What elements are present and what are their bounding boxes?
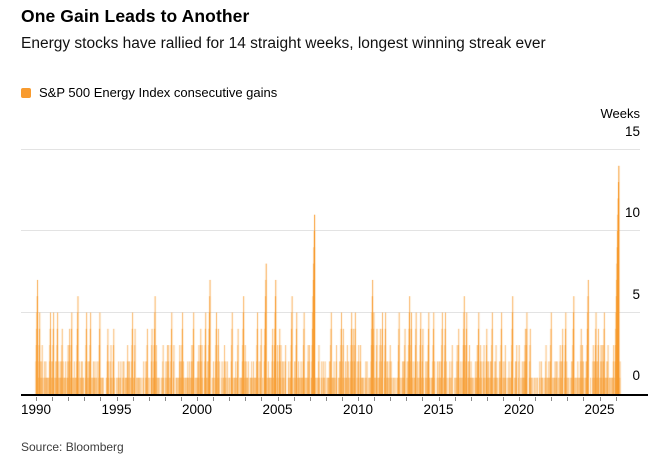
x-axis-tick [277, 397, 279, 401]
x-axis-tick [164, 397, 166, 401]
x-tick-label: 2005 [262, 402, 293, 417]
legend-label: S&P 500 Energy Index consecutive gains [39, 85, 278, 100]
x-axis-tick [535, 397, 537, 401]
x-axis-tick [261, 397, 263, 401]
x-axis-tick [148, 397, 150, 401]
x-axis-tick [197, 397, 198, 401]
x-axis-tick [358, 397, 359, 401]
x-tick-label: 2025 [584, 402, 615, 417]
chart-subtitle: Energy stocks have rallied for 14 straig… [21, 35, 546, 52]
x-tick-label: 2000 [181, 402, 213, 417]
legend-swatch-icon [21, 87, 31, 98]
x-axis-tick [454, 397, 456, 401]
x-axis-tick [374, 397, 376, 401]
x-axis-tick [68, 397, 70, 401]
x-tick-label: 2010 [342, 402, 374, 417]
x-axis-tick [116, 397, 118, 401]
x-axis-tick [325, 397, 327, 401]
x-axis-line [21, 394, 648, 396]
x-axis-tick [132, 397, 134, 401]
x-axis-tick [390, 397, 392, 401]
bars-plot-area [21, 140, 648, 394]
x-axis-tick [438, 397, 440, 401]
x-tick-label: 1995 [101, 402, 132, 417]
x-axis-tick [583, 397, 585, 401]
legend: S&P 500 Energy Index consecutive gains [21, 85, 277, 100]
x-axis-tick [341, 397, 343, 401]
x-axis-tick [180, 397, 182, 401]
x-tick-label: 2020 [503, 402, 535, 417]
x-axis-tick [567, 397, 569, 401]
x-axis-tick [551, 397, 553, 401]
x-axis-tick [486, 397, 488, 401]
x-axis-tick [100, 397, 102, 401]
x-axis-tick [52, 397, 54, 401]
x-axis-tick [470, 397, 472, 401]
x-axis-tick [293, 397, 295, 401]
x-axis-tick [519, 397, 520, 401]
x-axis-tick [245, 397, 247, 401]
y-axis-unit-label: Weeks [600, 106, 641, 121]
x-tick-label: 1990 [20, 402, 52, 417]
x-axis-tick [213, 397, 215, 401]
x-axis-tick [84, 397, 86, 401]
x-axis-tick [502, 397, 504, 401]
x-axis-tick [422, 397, 424, 401]
x-axis-tick [309, 397, 311, 401]
y-tick-label: 15 [624, 124, 640, 139]
x-axis-tick [615, 397, 617, 401]
x-axis-tick [406, 397, 408, 401]
source-attribution: Source: Bloomberg [21, 440, 124, 454]
x-tick-label: 2015 [423, 402, 454, 417]
chart-title: One Gain Leads to Another [21, 6, 250, 26]
x-axis-tick [36, 397, 37, 401]
x-axis-tick [599, 397, 601, 401]
x-axis-tick [229, 397, 231, 401]
